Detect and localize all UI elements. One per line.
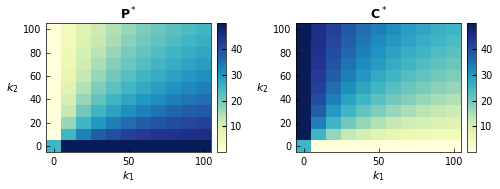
Y-axis label: $k_2$: $k_2$	[256, 81, 268, 94]
Title: $\mathbf{P}^*$: $\mathbf{P}^*$	[120, 5, 138, 22]
Title: $\mathbf{C}^*$: $\mathbf{C}^*$	[370, 5, 388, 22]
Y-axis label: $k_2$: $k_2$	[6, 81, 18, 94]
X-axis label: $k_1$: $k_1$	[122, 170, 135, 184]
X-axis label: $k_1$: $k_1$	[372, 170, 385, 184]
